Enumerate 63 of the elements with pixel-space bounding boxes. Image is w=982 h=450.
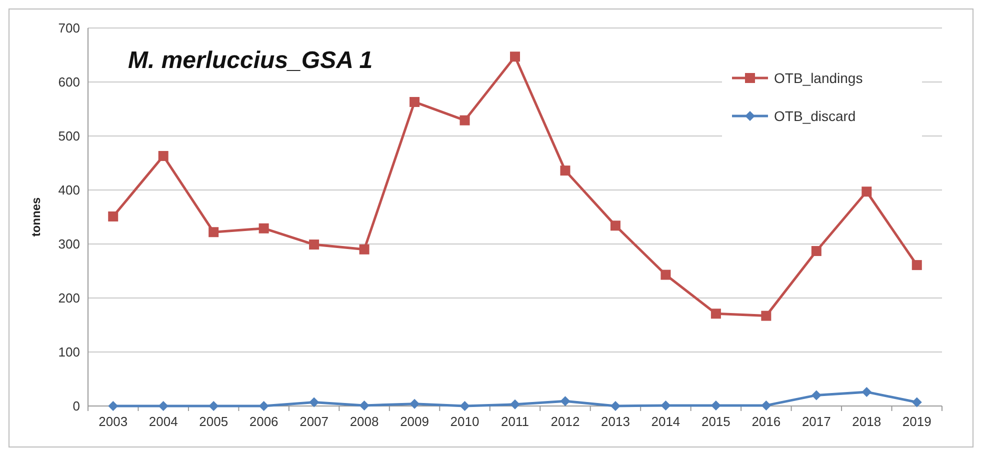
- point: [862, 186, 872, 197]
- x-tick-label: 2005: [199, 414, 228, 429]
- point: [811, 390, 822, 400]
- point: [610, 401, 620, 411]
- point: [158, 401, 168, 411]
- point: [560, 396, 570, 406]
- point: [460, 401, 470, 411]
- point: [258, 223, 269, 234]
- x-tick-label: 2008: [350, 414, 379, 429]
- point: [158, 150, 168, 161]
- point: [660, 270, 671, 280]
- point: [761, 310, 772, 321]
- y-axis-title: tonnes: [29, 197, 43, 237]
- point: [660, 400, 671, 410]
- x-tick-label: 2006: [249, 414, 278, 429]
- x-tick-label: 2018: [852, 414, 882, 429]
- x-tick-label: 2013: [601, 414, 630, 429]
- y-tick-label: 600: [58, 74, 80, 90]
- point: [108, 401, 118, 411]
- x-tick-label: 2015: [701, 414, 730, 429]
- y-tick-label: 300: [58, 236, 80, 252]
- point: [560, 166, 570, 176]
- point: [359, 244, 370, 254]
- point: [710, 400, 721, 410]
- y-tick-label: 700: [58, 20, 80, 36]
- point: [610, 220, 620, 231]
- legend-label: OTB_landings: [774, 70, 863, 86]
- point: [208, 227, 219, 238]
- y-tick-label: 0: [72, 398, 80, 414]
- text: M. merluccius_GSA 1: [128, 47, 373, 74]
- x-tick-label: 2019: [902, 414, 932, 429]
- point: [862, 386, 872, 397]
- point: [710, 308, 721, 319]
- point: [309, 397, 320, 408]
- point: [510, 399, 520, 410]
- x-tick-label: 2016: [752, 414, 781, 429]
- x-tick-label: 2004: [148, 414, 178, 429]
- point: [258, 401, 269, 411]
- point: [460, 115, 470, 126]
- y-tick-label: 100: [58, 344, 80, 360]
- x-tick-label: 2010: [450, 414, 480, 429]
- point: [309, 240, 320, 250]
- point: [912, 397, 922, 408]
- x-tick-label: 2014: [651, 414, 680, 429]
- point: [761, 400, 772, 410]
- legend-label: OTB_discard: [774, 108, 856, 124]
- point: [410, 96, 420, 107]
- point: [912, 260, 922, 270]
- x-tick-label: 2017: [802, 414, 831, 429]
- point: [510, 52, 520, 62]
- x-tick-label: 2009: [400, 414, 429, 429]
- x-tick-label: 2011: [501, 414, 529, 429]
- y-tick-label: 200: [58, 290, 80, 306]
- y-tick-label: 500: [58, 128, 80, 144]
- x-tick-label: 2012: [550, 414, 580, 429]
- point: [410, 398, 420, 409]
- x-tick-label: 2003: [98, 414, 128, 429]
- x-tick-label: 2007: [300, 414, 329, 429]
- y-tick-label: 400: [58, 182, 80, 198]
- point: [359, 400, 370, 410]
- point: [208, 401, 219, 411]
- point: [811, 246, 822, 256]
- point: [108, 211, 118, 222]
